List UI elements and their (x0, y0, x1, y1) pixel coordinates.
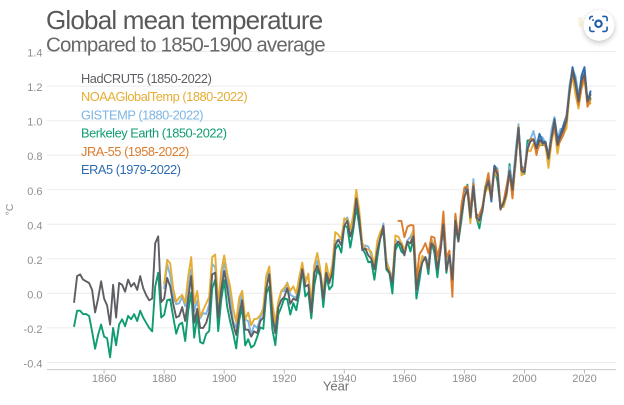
svg-text:°C: °C (4, 203, 16, 215)
svg-text:Berkeley Earth (1850-2022): Berkeley Earth (1850-2022) (81, 126, 227, 141)
svg-text:1920: 1920 (272, 373, 296, 385)
svg-text:1.0: 1.0 (27, 117, 42, 129)
svg-text:0.2: 0.2 (27, 255, 42, 267)
svg-text:0.6: 0.6 (27, 186, 42, 198)
svg-text:1980: 1980 (452, 373, 476, 385)
svg-text:HadCRUT5 (1850-2022): HadCRUT5 (1850-2022) (81, 71, 212, 86)
svg-text:Year: Year (323, 379, 350, 394)
svg-text:Global mean temperature: Global mean temperature (46, 5, 323, 35)
svg-text:0.8: 0.8 (27, 151, 42, 163)
svg-text:0.0: 0.0 (27, 289, 42, 301)
svg-text:ERA5 (1979-2022): ERA5 (1979-2022) (81, 162, 181, 177)
svg-text:1.4: 1.4 (27, 48, 42, 60)
svg-text:1900: 1900 (212, 373, 236, 385)
svg-text:1880: 1880 (152, 373, 176, 385)
svg-text:NOAAGlobalTemp (1880-2022): NOAAGlobalTemp (1880-2022) (81, 89, 247, 104)
svg-text:GISTEMP (1880-2022): GISTEMP (1880-2022) (81, 107, 203, 122)
svg-text:1960: 1960 (392, 373, 416, 385)
svg-text:1.2: 1.2 (27, 82, 42, 94)
svg-text:2020: 2020 (572, 373, 596, 385)
svg-text:JRA-55 (1958-2022): JRA-55 (1958-2022) (81, 144, 189, 159)
svg-text:-0.2: -0.2 (24, 324, 43, 336)
svg-text:1860: 1860 (92, 373, 116, 385)
svg-text:-0.4: -0.4 (24, 359, 43, 371)
svg-text:0.4: 0.4 (27, 220, 42, 232)
svg-text:1940: 1940 (332, 373, 356, 385)
svg-text:Compared to 1850-1900 average: Compared to 1850-1900 average (46, 34, 325, 57)
svg-text:2000: 2000 (512, 373, 536, 385)
